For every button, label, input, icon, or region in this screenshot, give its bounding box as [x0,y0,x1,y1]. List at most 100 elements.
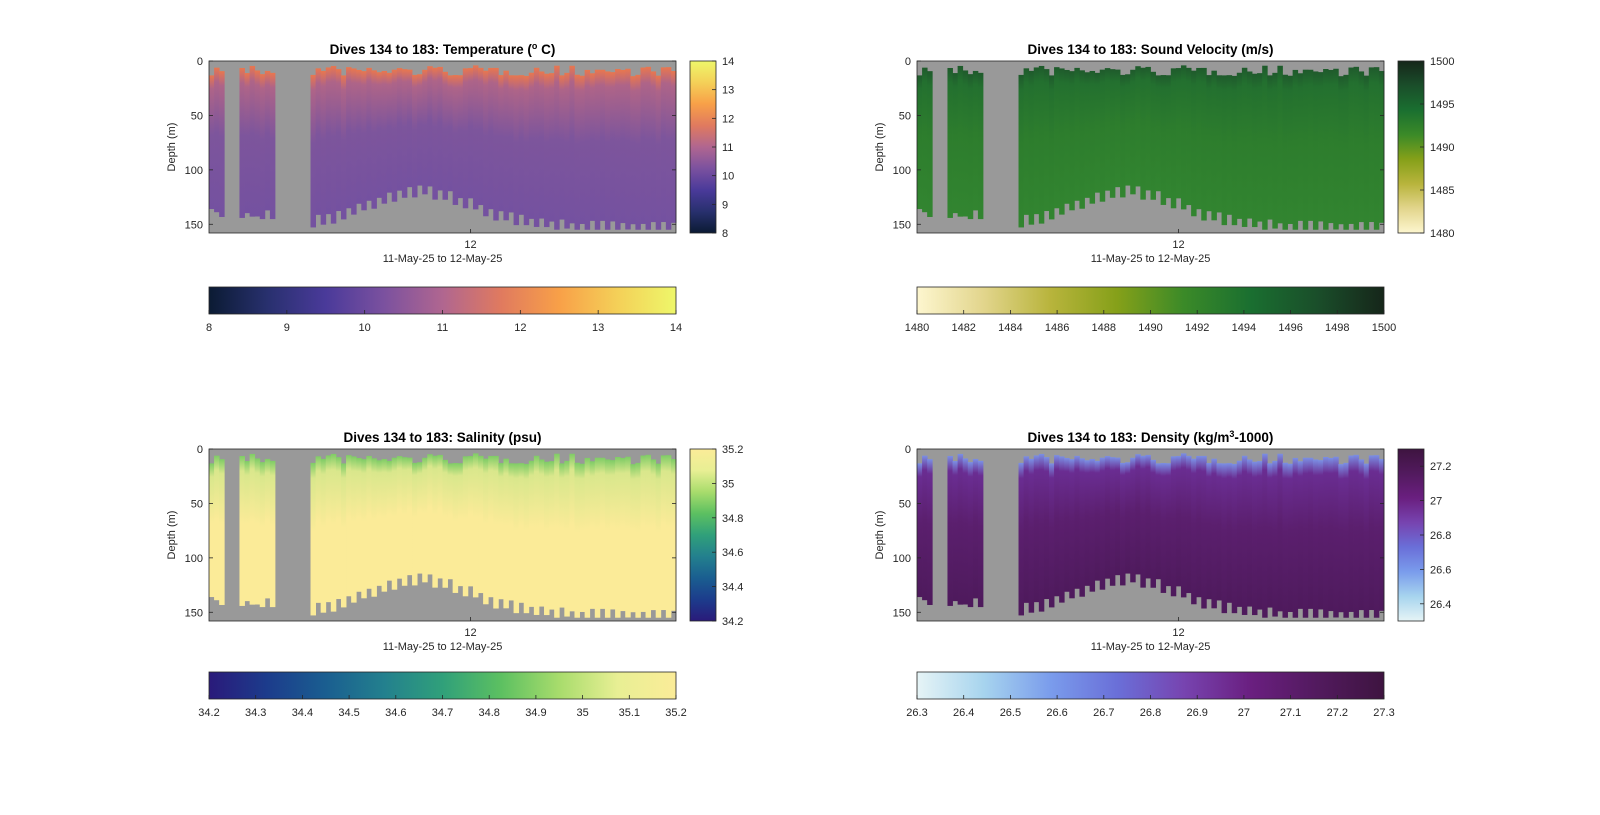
data-field [917,65,1385,230]
data-column [366,455,372,589]
data-column [650,71,657,223]
data-column [1170,68,1177,209]
data-column [1211,70,1217,221]
colorbar-right-tick-label: 27 [1430,496,1442,508]
colorbar-right-tick-label: 26.8 [1430,530,1451,542]
data-column [1094,460,1101,581]
data-column [442,71,448,200]
data-column [1373,455,1380,618]
data-column [1348,455,1354,612]
data-column [1257,73,1263,222]
data-column [1059,456,1065,603]
data-column [513,463,520,614]
data-column [584,457,591,618]
data-column [1150,459,1156,588]
data-column [1358,459,1365,611]
data-column [417,74,423,186]
data-column [1125,462,1131,574]
data-column [269,460,276,608]
colorbar-bottom-tick-label: 1490 [1138,322,1162,334]
colorbar-right-tick-label: 27.2 [1430,461,1451,473]
data-column [1114,69,1121,188]
data-column [1175,456,1182,587]
data-column [952,461,959,602]
colorbar-bottom-tick-label: 1494 [1232,322,1256,334]
data-column [437,454,443,579]
data-column [518,75,525,215]
data-column [1038,453,1045,612]
data-column [620,457,626,612]
data-column [488,455,494,598]
data-column [356,457,362,592]
data-column [1109,457,1116,586]
data-field [917,453,1385,618]
panel-1: Dives 134 to 183: Temperature (o C) 0 50 10… [166,41,734,334]
colorbar-right-tick-label: 1490 [1430,142,1454,154]
data-column [391,69,398,202]
panel-title: Dives 134 to 183: Sound Velocity (m/s) [1027,42,1273,57]
data-column [660,67,667,223]
data-column [219,459,225,605]
data-column [1226,75,1233,215]
colorbar-right-tick-label: 11 [722,142,733,154]
data-column [1206,75,1212,212]
data-column [1297,73,1304,221]
colorbar-bottom-tick-label: 35.1 [619,707,640,719]
data-column [655,75,662,230]
colorbar-bottom-tick-label: 35 [576,707,588,719]
data-column [594,457,601,618]
data-column [544,461,550,616]
data-column [1023,68,1030,215]
data-column [1201,67,1207,221]
data-column [483,70,489,217]
axes-box [208,448,677,622]
data-column [1333,456,1339,618]
data-column [1246,71,1253,219]
data-column [620,69,626,224]
data-column [381,70,388,204]
panel-4: Dives 134 to 183: Density (kg/m3-1000) 0 5… [874,429,1451,719]
data-column [417,462,423,574]
data-column [412,74,418,198]
x-tick-label: 12 [1172,239,1184,251]
data-column [381,458,388,592]
colorbar-right-tick-label: 34.4 [722,582,743,594]
data-column [254,458,261,605]
data-column [1043,457,1050,600]
colorbar-right [1397,448,1425,622]
data-column [564,460,570,617]
data-column [1216,75,1222,213]
data-column [1262,453,1268,618]
data-column [1302,457,1309,618]
data-column [351,68,357,215]
data-column [315,68,322,215]
data-column [604,459,611,618]
colorbar-right-tick-label: 34.6 [722,547,743,559]
data-column [427,454,433,575]
colorbar-bottom-tick-label: 14 [670,322,682,334]
colorbar-bottom-tick-label: 1492 [1185,322,1209,334]
data-column [665,455,672,618]
colorbar-bottom-tick-label: 1480 [905,322,929,334]
data-column [1236,72,1243,219]
data-column [1186,455,1192,594]
colorbar-right-tick-label: 9 [722,199,728,211]
data-column [447,463,454,580]
data-column [630,464,636,613]
data-column [559,463,565,608]
data-column [549,461,555,610]
data-column [523,463,530,614]
data-column [244,461,251,602]
y-tick-label: 50 [191,110,203,122]
data-column [645,66,652,230]
data-column [1135,454,1141,575]
data-column [432,455,438,588]
colorbar-bottom-tick-label: 1488 [1092,322,1116,334]
data-column [1282,74,1288,230]
colorbar-bottom-tick-label: 34.3 [245,707,266,719]
data-column [1074,455,1080,589]
y-tick-label: 0 [197,56,203,68]
data-column [1363,463,1370,618]
data-column [432,67,438,200]
data-column [346,67,352,209]
